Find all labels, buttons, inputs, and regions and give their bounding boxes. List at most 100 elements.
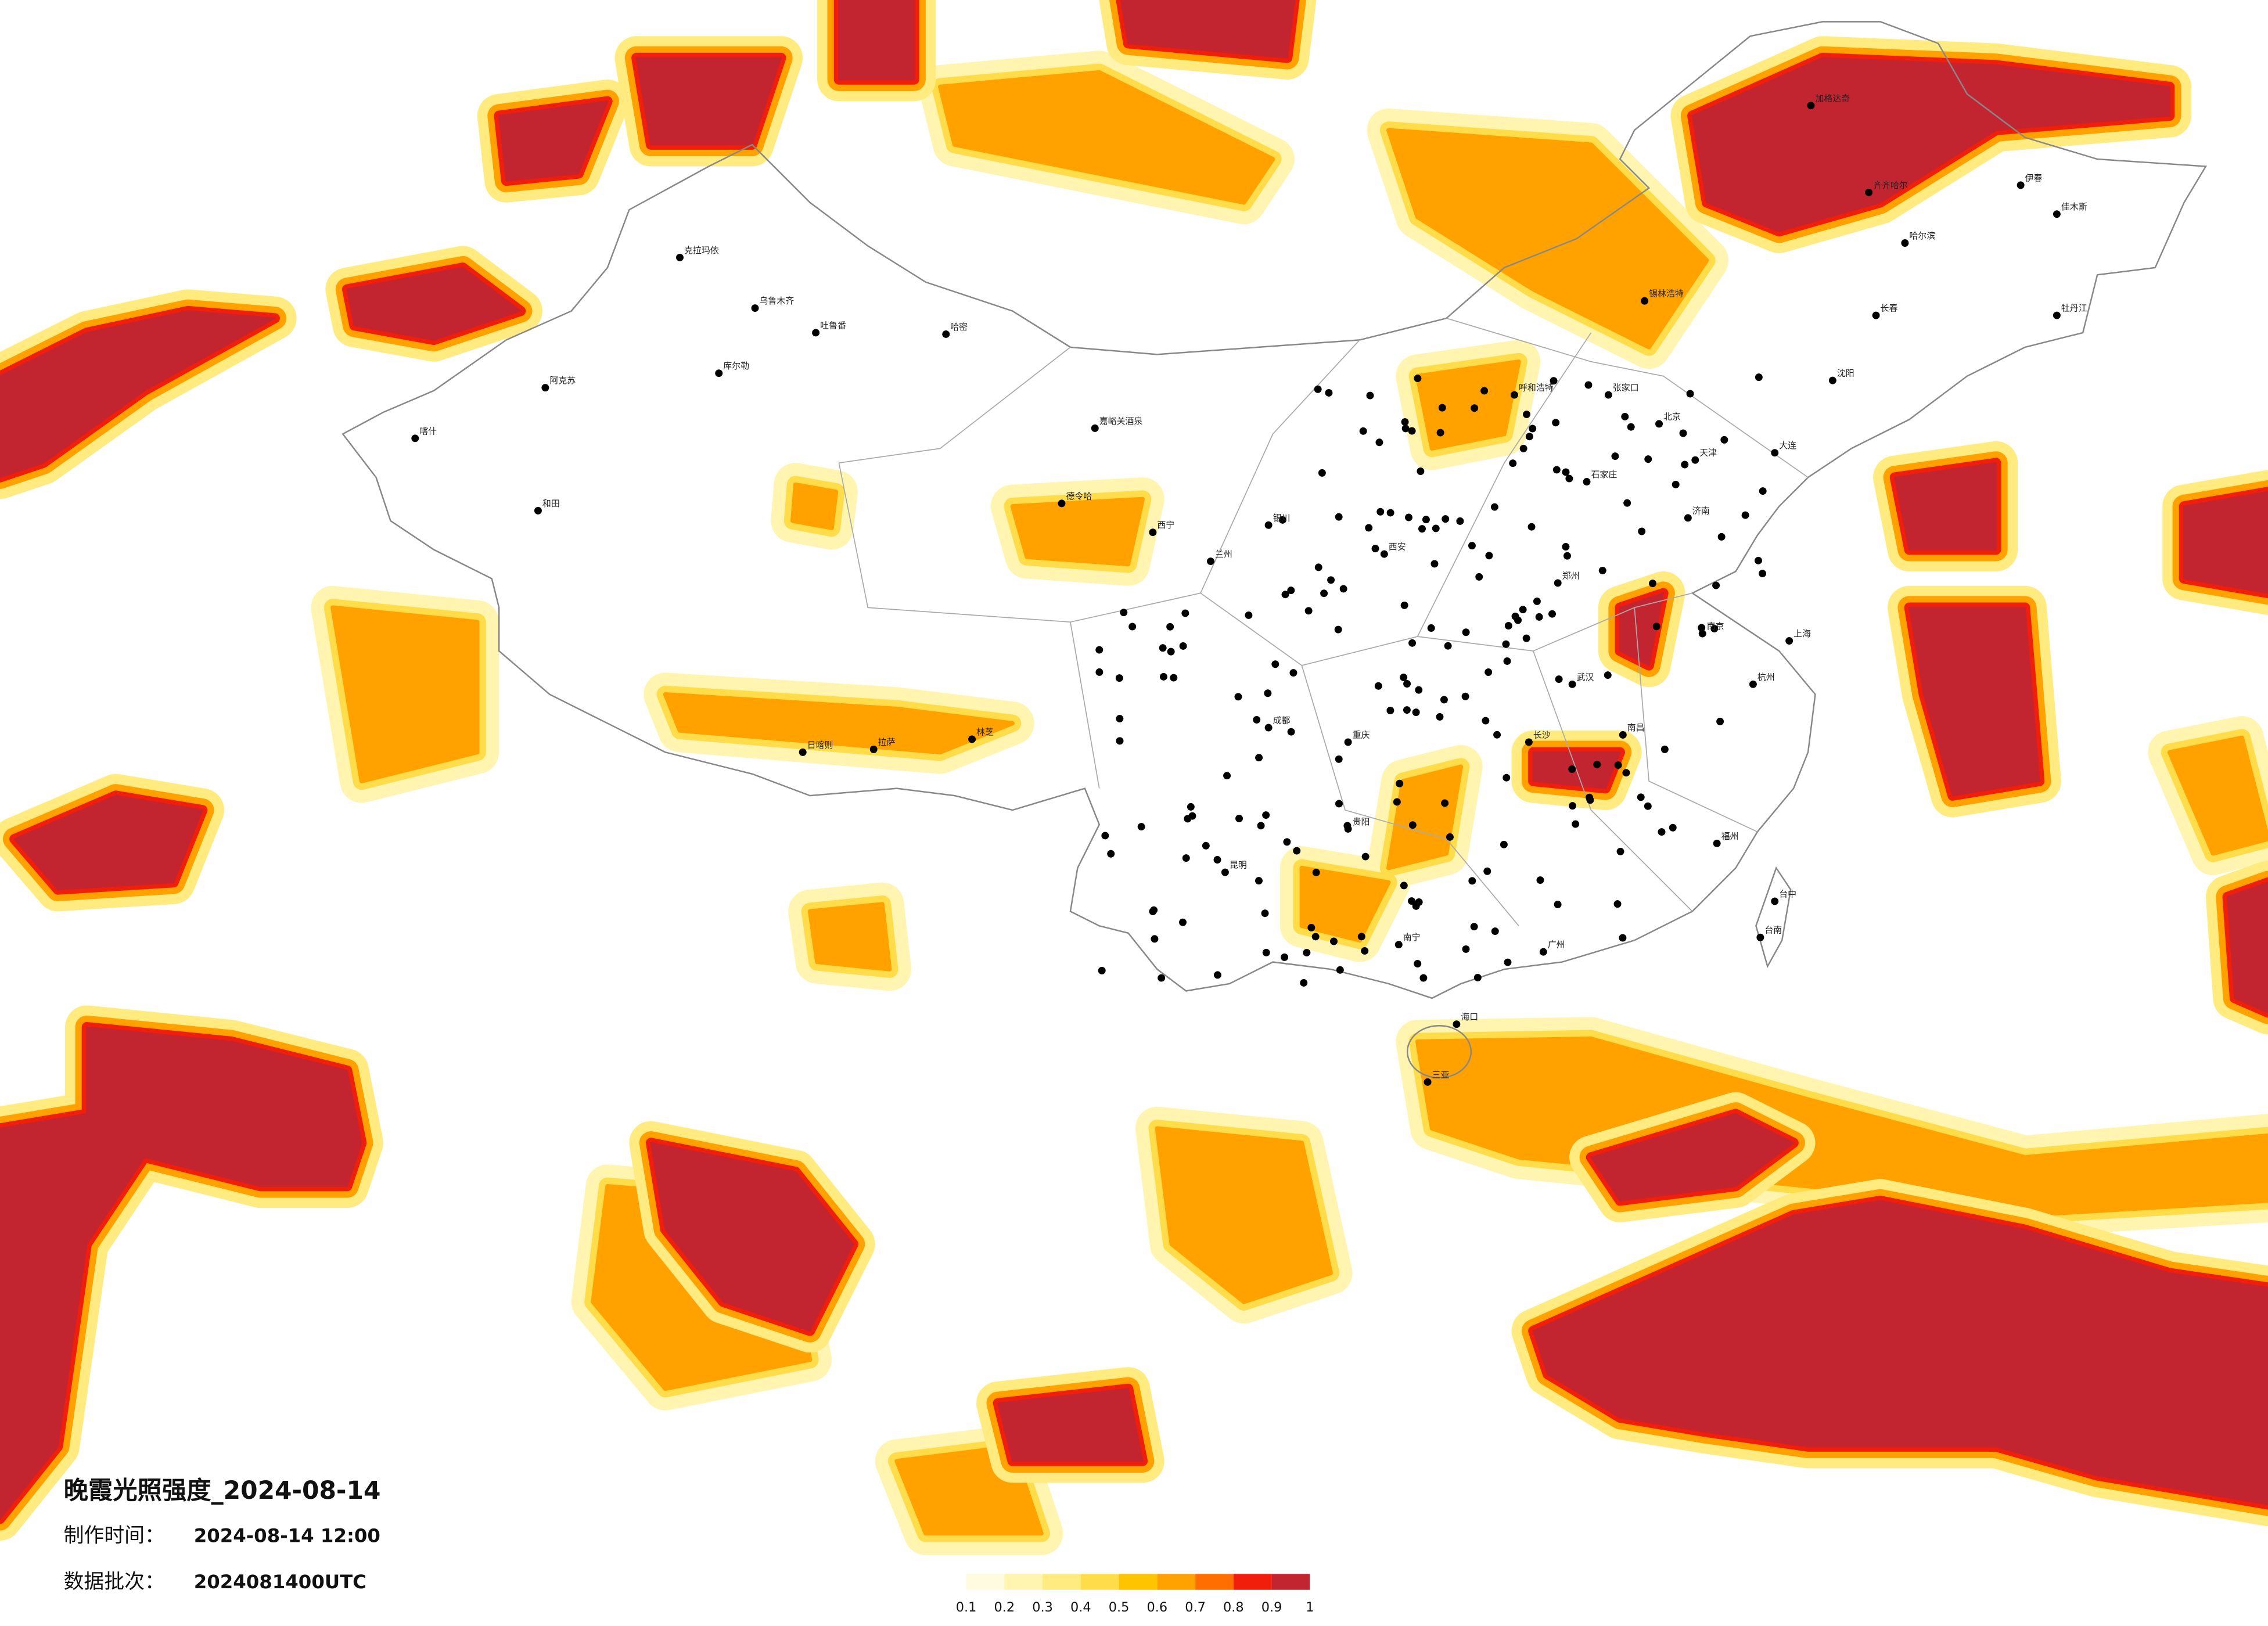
city-dot [1320,589,1328,598]
city-dot [1554,901,1562,908]
city-dot [1490,503,1498,511]
city-dot [1444,642,1452,650]
heat-patch [650,1142,854,1332]
city-label: 锡林浩特 [1649,289,1684,299]
city-label: 南京 [1707,621,1724,632]
heat-patch [1894,462,1997,551]
city-dot [1408,897,1416,905]
city-label: 石家庄 [1591,469,1617,480]
city-label: 林芝 [976,726,994,737]
city-dot [1440,696,1448,704]
city-label: 日喀则 [807,740,833,750]
heat-patch [1590,1113,1795,1201]
city-dot [1669,823,1677,832]
city-dot [1336,966,1344,974]
city-dot [1548,610,1556,618]
heat-patch [346,267,522,341]
city-dot [1511,391,1518,399]
heat-patch [1415,1036,2268,1218]
city-dot [1304,607,1313,615]
made-time: 2024-08-14 12:00 [194,1525,380,1547]
city-dot [1655,420,1663,428]
city-dot [1572,820,1580,828]
city-dot [1149,528,1157,537]
city-dot [1759,570,1767,578]
city-dot [1536,876,1544,884]
city-dot [1658,828,1666,836]
city-dot [1533,597,1541,605]
city-dot [1644,455,1652,463]
heat-patch [2167,735,2268,856]
city-label: 加格达奇 [1815,93,1850,103]
city-dot [1303,948,1311,956]
heat-patch [498,100,609,182]
city-dot [1151,935,1159,943]
city-dot [1366,391,1374,400]
city-dot [1638,527,1646,535]
city-dot [1408,427,1416,435]
city-dot [1483,867,1491,875]
city-label: 郑州 [1562,570,1580,581]
city-dot [1058,499,1066,508]
city-dot [1264,724,1273,732]
city-dot [1408,639,1417,647]
city-dot [751,304,759,312]
city-dot [1502,640,1510,648]
city-label: 库尔勒 [723,361,749,371]
city-dot [1116,737,1124,745]
city-dot [1401,425,1410,433]
city-dot [1756,933,1764,941]
city-dot [1400,882,1408,890]
heat-patch [0,1026,362,1520]
city-dot [1550,377,1558,385]
city-dot [1375,438,1383,447]
city-dot [1755,556,1762,564]
city-dot [1491,927,1499,936]
city-dot [1386,706,1394,714]
city-dot [1403,680,1411,688]
city-dot [1159,672,1167,681]
city-dot [1712,581,1720,589]
city-dot [1523,411,1530,419]
city-dot [1418,525,1426,533]
city-dot [1686,390,1694,398]
city-dot [1473,973,1482,981]
city-label: 喀什 [419,426,437,436]
city-dot [1335,800,1343,808]
heat-patch [13,794,203,891]
city-dot [1562,468,1570,476]
city-dot [1522,634,1530,642]
made-label: 制作时间： [64,1524,165,1548]
city-dot [1441,799,1449,807]
city-dot [1181,609,1189,617]
city-dot [1468,542,1476,550]
city-dot [1554,579,1562,587]
heat-patch [1691,57,2170,232]
city-label: 西安 [1389,542,1406,552]
city-dot [1408,821,1417,829]
city-dot [1586,793,1594,801]
city-dot [1621,412,1629,420]
city-label: 张家口 [1613,383,1639,393]
city-dot [1400,673,1408,681]
city-dot [1264,521,1273,529]
city-dot [1262,811,1270,819]
colorbar-tick-label: 0.9 [1261,1600,1282,1615]
city-dot [1698,624,1706,632]
heat-patch [1120,0,1296,59]
batch-value: 2024081400UTC [194,1571,366,1593]
city-dot [2053,311,2061,319]
taiwan-outline [1755,866,1792,969]
city-dot [1287,728,1295,736]
colorbar-tick-label: 0.1 [956,1600,977,1615]
city-dot [1584,381,1593,389]
city-dot [1710,625,1719,633]
city-dot [1386,509,1394,517]
city-dot [1681,461,1689,469]
colorbar-swatch [1195,1574,1234,1590]
city-dot [1213,971,1221,979]
city-dot [1344,738,1352,746]
city-dot [1555,675,1563,684]
city-label: 大连 [1779,440,1796,451]
